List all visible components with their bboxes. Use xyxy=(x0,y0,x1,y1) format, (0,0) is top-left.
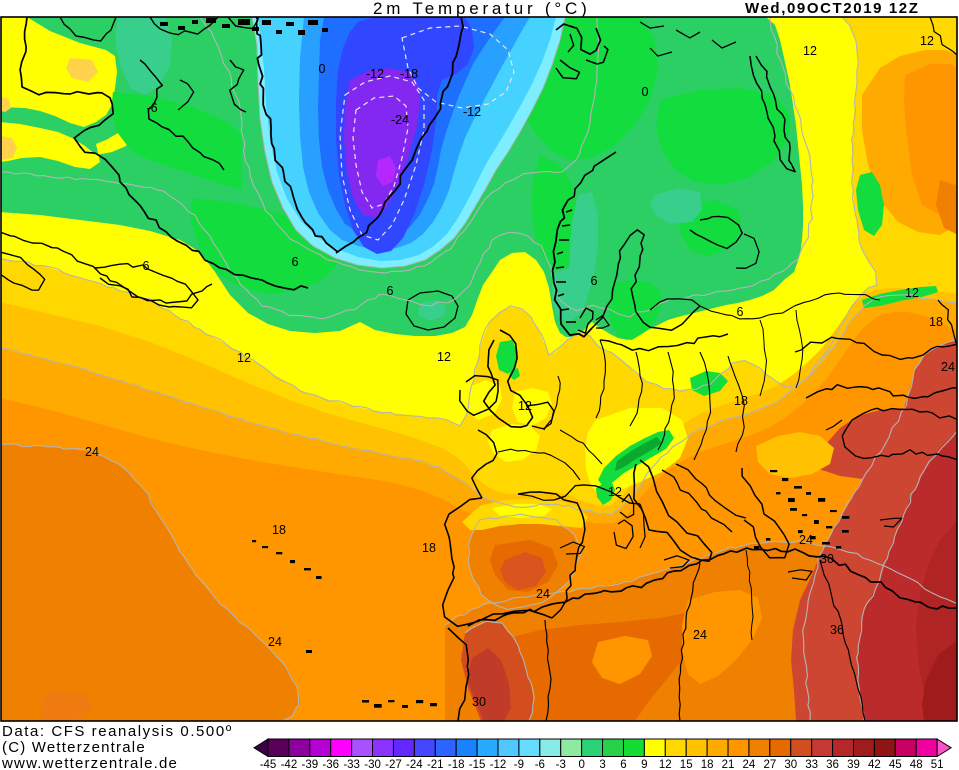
svg-text:12: 12 xyxy=(608,485,622,499)
svg-text:-6: -6 xyxy=(535,759,545,770)
svg-text:9: 9 xyxy=(641,759,647,770)
svg-text:-45: -45 xyxy=(260,759,277,770)
svg-text:18: 18 xyxy=(734,394,748,408)
svg-text:15: 15 xyxy=(680,759,693,770)
svg-text:-6: -6 xyxy=(146,101,157,115)
svg-text:12: 12 xyxy=(905,286,919,300)
svg-text:12: 12 xyxy=(518,399,532,413)
svg-text:-27: -27 xyxy=(385,759,402,770)
svg-text:39: 39 xyxy=(847,759,860,770)
svg-text:-18: -18 xyxy=(400,67,418,81)
svg-text:33: 33 xyxy=(805,759,818,770)
svg-text:12: 12 xyxy=(920,34,934,48)
svg-text:0: 0 xyxy=(642,85,649,99)
svg-text:12: 12 xyxy=(803,44,817,58)
svg-text:12: 12 xyxy=(237,351,251,365)
svg-text:0: 0 xyxy=(578,759,584,770)
svg-text:-18: -18 xyxy=(448,759,465,770)
svg-text:12: 12 xyxy=(659,759,672,770)
svg-text:30: 30 xyxy=(472,695,486,709)
svg-text:3: 3 xyxy=(599,759,605,770)
svg-text:30: 30 xyxy=(784,759,797,770)
svg-text:-3: -3 xyxy=(556,759,566,770)
svg-text:27: 27 xyxy=(763,759,776,770)
svg-text:51: 51 xyxy=(931,759,944,770)
svg-text:-36: -36 xyxy=(322,759,339,770)
svg-text:18: 18 xyxy=(701,759,714,770)
svg-text:-21: -21 xyxy=(427,759,444,770)
svg-text:(C) Wetterzentrale: (C) Wetterzentrale xyxy=(2,739,146,756)
svg-text:42: 42 xyxy=(868,759,881,770)
svg-text:18: 18 xyxy=(422,541,436,555)
svg-text:-12: -12 xyxy=(463,105,481,119)
svg-text:-24: -24 xyxy=(391,113,409,127)
svg-text:Data: CFS reanalysis 0.500º: Data: CFS reanalysis 0.500º xyxy=(2,723,233,740)
svg-text:6: 6 xyxy=(387,284,394,298)
svg-text:36: 36 xyxy=(826,759,839,770)
svg-text:24: 24 xyxy=(941,360,955,374)
svg-text:18: 18 xyxy=(272,523,286,537)
svg-text:48: 48 xyxy=(910,759,923,770)
svg-text:-42: -42 xyxy=(281,759,298,770)
svg-text:6: 6 xyxy=(737,305,744,319)
svg-text:-9: -9 xyxy=(514,759,524,770)
svg-text:-24: -24 xyxy=(406,759,423,770)
svg-text:-30: -30 xyxy=(364,759,381,770)
svg-text:30: 30 xyxy=(820,552,834,566)
svg-text:24: 24 xyxy=(743,759,756,770)
svg-text:-15: -15 xyxy=(469,759,486,770)
svg-text:0: 0 xyxy=(319,62,326,76)
svg-text:45: 45 xyxy=(889,759,902,770)
svg-text:24: 24 xyxy=(799,533,813,547)
svg-text:6: 6 xyxy=(591,274,598,288)
svg-text:24: 24 xyxy=(268,635,282,649)
svg-text:24: 24 xyxy=(693,628,707,642)
svg-text:-12: -12 xyxy=(490,759,507,770)
svg-text:24: 24 xyxy=(85,445,99,459)
svg-text:6: 6 xyxy=(620,759,626,770)
svg-text:21: 21 xyxy=(722,759,735,770)
svg-text:www.wetterzentrale.de: www.wetterzentrale.de xyxy=(1,755,178,770)
svg-text:12: 12 xyxy=(437,350,451,364)
svg-text:2m Temperatur (°C): 2m Temperatur (°C) xyxy=(373,0,591,18)
svg-text:36: 36 xyxy=(830,623,844,637)
svg-text:6: 6 xyxy=(292,255,299,269)
svg-text:18: 18 xyxy=(929,315,943,329)
svg-text:24: 24 xyxy=(536,587,550,601)
svg-text:6: 6 xyxy=(143,259,150,273)
svg-text:Wed,09OCT2019 12Z: Wed,09OCT2019 12Z xyxy=(745,0,920,17)
svg-text:-12: -12 xyxy=(366,67,384,81)
svg-text:-39: -39 xyxy=(302,759,319,770)
svg-text:-33: -33 xyxy=(343,759,360,770)
